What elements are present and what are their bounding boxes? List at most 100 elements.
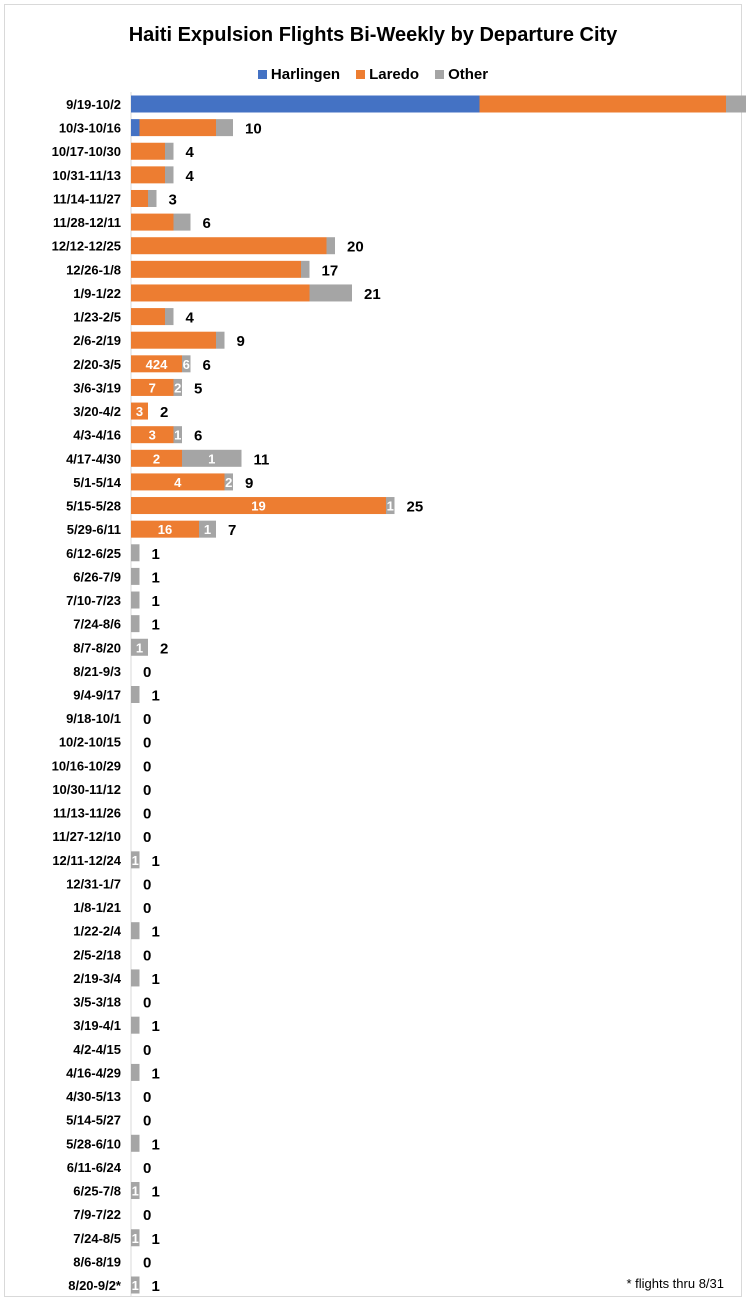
chart-title: Haiti Expulsion Flights Bi-Weekly by Dep… bbox=[128, 24, 618, 46]
total-label: 1 bbox=[152, 1278, 160, 1295]
category-label: 10/31-11/13 bbox=[52, 168, 121, 183]
total-label: 0 bbox=[143, 947, 151, 964]
category-label: 3/19-4/1 bbox=[73, 1018, 121, 1033]
bar-other-10-3-10-16 bbox=[216, 119, 233, 137]
bar-laredo-10-31-11-13 bbox=[131, 166, 165, 184]
category-label: 4/30-5/13 bbox=[66, 1089, 121, 1104]
total-label: 1 bbox=[152, 569, 160, 586]
category-label: 12/31-1/7 bbox=[66, 876, 121, 891]
category-label: 9/18-10/1 bbox=[66, 711, 121, 726]
bar-other-5-28-6-10 bbox=[131, 1134, 140, 1152]
chart-frame bbox=[4, 4, 742, 1297]
total-label: 9 bbox=[237, 333, 245, 350]
category-label: 11/28-12/11 bbox=[53, 215, 121, 230]
total-label: 0 bbox=[143, 1160, 151, 1177]
bar-other-1-23-2-5 bbox=[165, 308, 174, 326]
total-label: 0 bbox=[143, 995, 151, 1012]
segment-value-label: 1 bbox=[132, 1231, 139, 1246]
category-label: 1/23-2/5 bbox=[73, 310, 121, 325]
total-label: 6 bbox=[203, 357, 211, 374]
category-label: 7/24-8/6 bbox=[73, 617, 121, 632]
total-label: 0 bbox=[143, 900, 151, 917]
bar-other-7-24-8-5 bbox=[131, 1229, 140, 1247]
category-label: 2/6-2/19 bbox=[73, 333, 121, 348]
total-label: 4 bbox=[186, 310, 195, 327]
bar-other-8-7-8-20 bbox=[131, 638, 148, 656]
bar-laredo-10-17-10-30 bbox=[131, 142, 165, 160]
segment-value-label: 1 bbox=[136, 640, 143, 655]
total-label: 1 bbox=[152, 593, 160, 610]
bar-other-5-29-6-11 bbox=[199, 520, 216, 538]
chart-legend: Harlingen Laredo Other bbox=[0, 66, 746, 83]
legend-item-harlingen: Harlingen bbox=[257, 66, 341, 83]
total-label: 0 bbox=[143, 829, 151, 846]
category-label: 11/13-11/26 bbox=[53, 806, 121, 821]
total-label: 25 bbox=[407, 499, 424, 516]
category-label: 10/30-11/12 bbox=[52, 782, 121, 797]
total-label: 1 bbox=[152, 924, 160, 941]
category-label: 8/7-8/20 bbox=[73, 640, 121, 655]
total-label: 0 bbox=[143, 1089, 151, 1106]
bar-laredo-5-1-5-14 bbox=[131, 473, 225, 491]
total-label: 3 bbox=[169, 191, 177, 208]
category-label: 2/20-3/5 bbox=[73, 357, 121, 372]
total-label: 10 bbox=[245, 121, 262, 138]
segment-value-label: 4 bbox=[174, 475, 182, 490]
bar-other-9-19-10-2 bbox=[726, 95, 746, 113]
bar-other-12-26-1-8 bbox=[301, 260, 310, 278]
bar-other-4-17-4-30 bbox=[182, 449, 242, 467]
total-label: 7 bbox=[228, 522, 236, 539]
total-label: 1 bbox=[152, 617, 160, 634]
bar-laredo-12-26-1-8 bbox=[131, 260, 301, 278]
legend-label-other: Other bbox=[448, 66, 489, 83]
bar-laredo-2-6-2-19 bbox=[131, 331, 216, 349]
total-label: 21 bbox=[364, 286, 381, 303]
segment-value-label: 7 bbox=[149, 380, 156, 395]
bar-laredo-11-14-11-27 bbox=[131, 189, 148, 207]
total-label: 20 bbox=[347, 239, 364, 256]
total-label: 0 bbox=[143, 806, 151, 823]
category-label: 6/26-7/9 bbox=[73, 569, 121, 584]
segment-value-label: 1 bbox=[387, 499, 394, 514]
category-label: 6/11-6/24 bbox=[67, 1160, 122, 1175]
bar-laredo-5-15-5-28 bbox=[131, 497, 386, 515]
segment-value-label: 16 bbox=[158, 522, 172, 537]
category-label: 5/14-5/27 bbox=[66, 1113, 121, 1128]
segment-value-label: 1 bbox=[208, 451, 215, 466]
total-label: 2 bbox=[160, 404, 168, 421]
bar-other-1-22-2-4 bbox=[131, 922, 140, 940]
bar-other-8-20-9-2 bbox=[131, 1276, 140, 1294]
bar-other-3-19-4-1 bbox=[131, 1016, 140, 1034]
total-label: 1 bbox=[152, 1065, 160, 1082]
bar-laredo-11-28-12-11 bbox=[131, 213, 174, 231]
segment-value-label: 2 bbox=[153, 451, 160, 466]
bar-other-3-6-3-19 bbox=[173, 378, 182, 396]
legend-swatch-laredo bbox=[356, 70, 366, 79]
footnote: * flights thru 8/31 bbox=[626, 1276, 724, 1291]
bar-other-12-12-12-25 bbox=[326, 237, 335, 255]
total-label: 6 bbox=[194, 428, 202, 445]
category-label: 6/12-6/25 bbox=[66, 546, 121, 561]
bar-other-6-25-7-8 bbox=[131, 1182, 140, 1200]
legend-label-harlingen: Harlingen bbox=[270, 66, 341, 83]
bar-laredo-5-29-6-11 bbox=[131, 520, 199, 538]
bar-other-5-1-5-14 bbox=[224, 473, 233, 491]
bar-other-6-26-7-9 bbox=[131, 567, 140, 585]
category-label: 2/19-3/4 bbox=[73, 971, 121, 986]
total-label: 0 bbox=[143, 1207, 151, 1224]
category-label: 10/2-10/15 bbox=[59, 735, 121, 750]
bar-laredo-3-20-4-2 bbox=[131, 402, 148, 420]
bar-other-10-17-10-30 bbox=[165, 142, 174, 160]
bar-harlingen-9-19-10-2 bbox=[131, 95, 480, 113]
bar-other-4-3-4-16 bbox=[173, 426, 182, 444]
bar-other-7-24-8-6 bbox=[131, 615, 140, 633]
bar-other-5-15-5-28 bbox=[386, 497, 395, 515]
bar-other-12-11-12-24 bbox=[131, 851, 140, 869]
legend-swatch-other bbox=[435, 70, 445, 79]
segment-value-label: 2 bbox=[225, 475, 232, 490]
bar-other-10-31-11-13 bbox=[165, 166, 174, 184]
category-label: 10/3-10/16 bbox=[59, 121, 121, 136]
category-label: 5/1-5/14 bbox=[73, 475, 121, 490]
total-label: 1 bbox=[152, 1184, 160, 1201]
